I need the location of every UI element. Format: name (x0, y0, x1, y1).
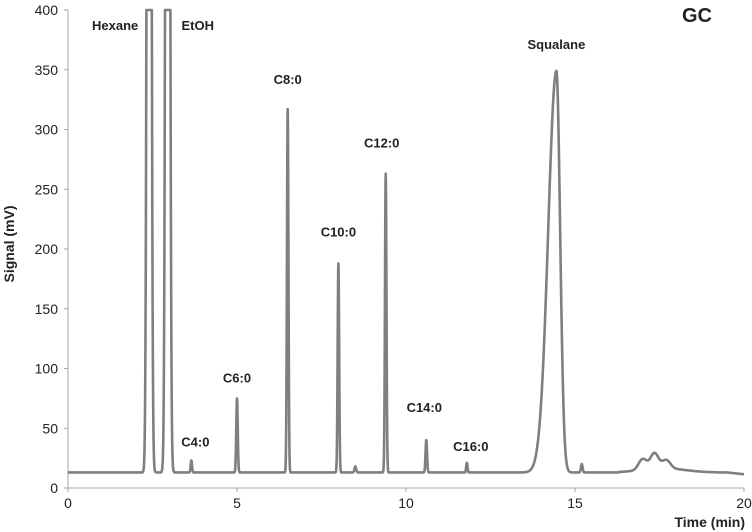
y-tick-label: 350 (35, 62, 59, 78)
peak-label: C4:0 (181, 435, 209, 450)
x-tick-label: 20 (736, 495, 752, 511)
peak-label: EtOH (181, 18, 214, 33)
axes-layer: 0 50 100 150 200 250 300 350 400 0 5 10 15 20 (35, 2, 752, 511)
label-layer: Hexane EtOH C4:0 C6:0 C8:0 C10:0 C12:0 C14:0 C16… (92, 18, 585, 454)
peak-label: C10:0 (321, 224, 356, 239)
y-tick-label: 100 (35, 361, 59, 377)
y-tick-label: 150 (35, 301, 59, 317)
peak-label: C12:0 (364, 136, 399, 151)
trace-layer (66, 8, 746, 476)
y-tick-label: 50 (42, 420, 58, 436)
x-tick-label: 0 (64, 495, 72, 511)
y-tick-label: 250 (35, 181, 59, 197)
peak-label: C16:0 (453, 439, 488, 454)
y-tick-label: 300 (35, 122, 59, 138)
chart-title: GC (682, 5, 712, 27)
x-axis-title: Time (min) (674, 514, 745, 530)
y-axis-title: Signal (mV) (1, 205, 17, 282)
peak-label: C6:0 (223, 370, 251, 385)
peak-label: C14:0 (407, 400, 442, 415)
peak-label: C8:0 (274, 72, 302, 87)
y-tick-label: 400 (35, 2, 59, 18)
x-tick-label: 5 (233, 495, 241, 511)
y-tick-label: 200 (35, 241, 59, 257)
x-tick-label: 15 (567, 495, 583, 511)
x-tick-label: 10 (398, 495, 414, 511)
peak-label: Squalane (528, 37, 586, 52)
y-tick-label: 0 (50, 480, 58, 496)
peak-label: Hexane (92, 18, 138, 33)
signal-trace (66, 8, 746, 476)
